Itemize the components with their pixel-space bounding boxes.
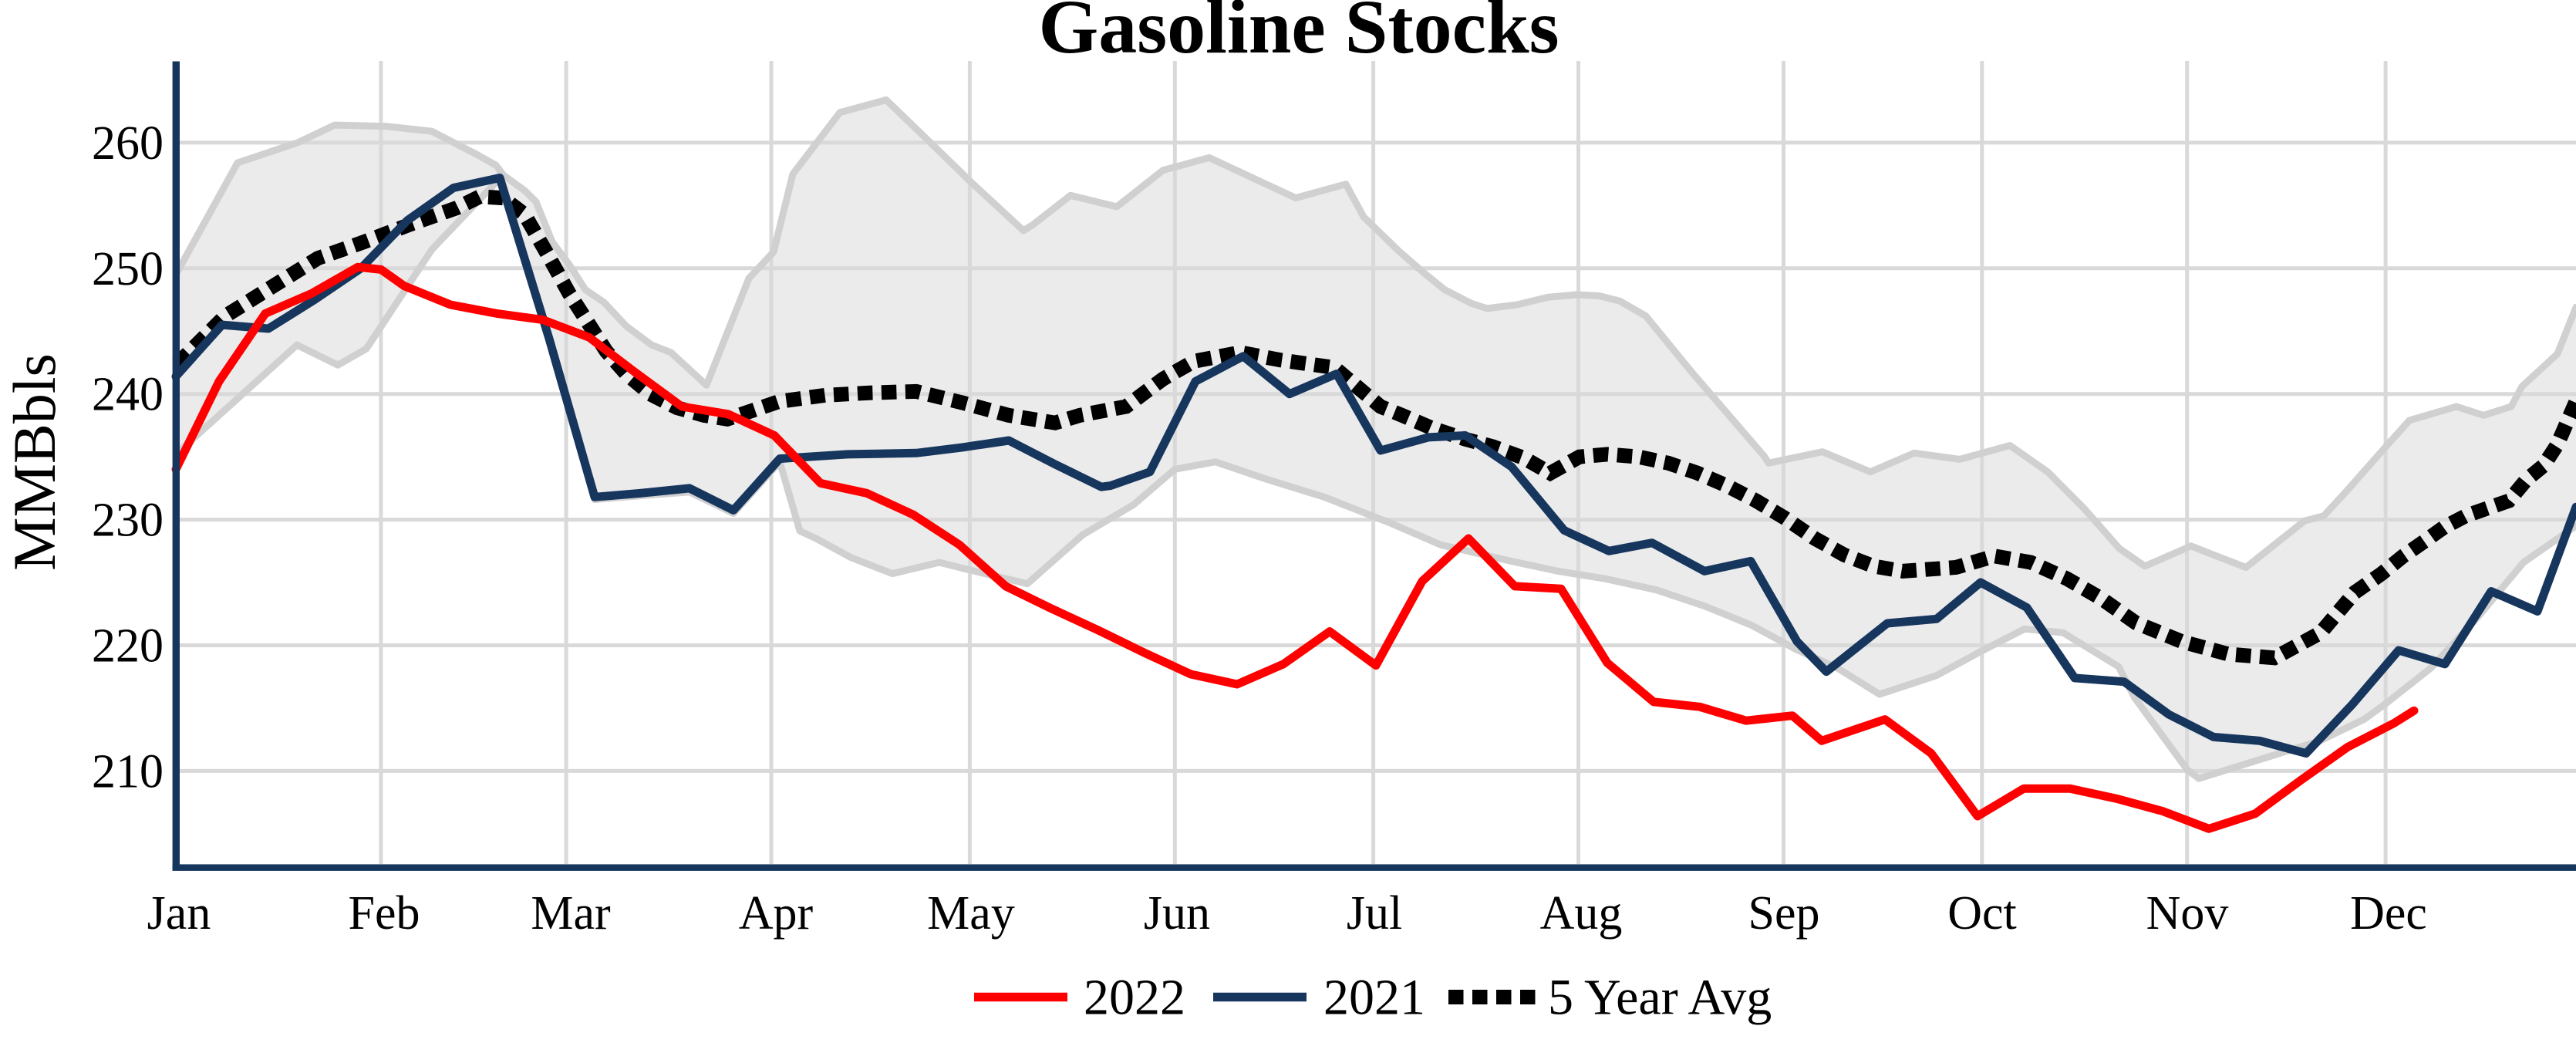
svg-text:5 Year Avg: 5 Year Avg	[1548, 970, 1772, 1026]
svg-text:Aug: Aug	[1540, 887, 1623, 940]
svg-text:220: 220	[92, 620, 164, 673]
svg-text:Jun: Jun	[1144, 887, 1210, 940]
svg-text:Feb: Feb	[349, 887, 420, 940]
svg-text:2022: 2022	[1084, 970, 1185, 1026]
svg-text:230: 230	[92, 494, 164, 547]
svg-text:Jan: Jan	[147, 887, 211, 940]
svg-text:2021: 2021	[1323, 970, 1425, 1026]
svg-text:240: 240	[92, 369, 164, 421]
svg-text:Sep: Sep	[1748, 887, 1820, 940]
svg-text:250: 250	[92, 243, 164, 295]
svg-text:Dec: Dec	[2350, 887, 2427, 940]
svg-text:210: 210	[92, 745, 164, 798]
svg-text:Nov: Nov	[2146, 887, 2229, 940]
svg-text:Mar: Mar	[531, 887, 611, 940]
svg-text:Gasoline Stocks: Gasoline Stocks	[1038, 0, 1559, 69]
svg-text:MMBbls: MMBbls	[1, 353, 68, 571]
svg-text:Apr: Apr	[739, 887, 814, 940]
svg-text:Jul: Jul	[1347, 887, 1402, 940]
svg-text:260: 260	[92, 117, 164, 170]
svg-text:May: May	[927, 887, 1015, 940]
svg-text:Oct: Oct	[1947, 887, 2017, 940]
